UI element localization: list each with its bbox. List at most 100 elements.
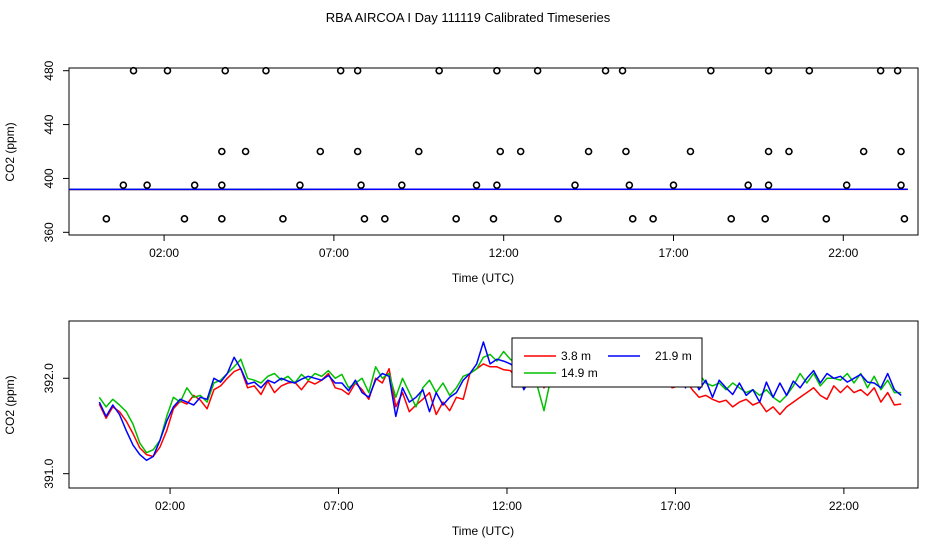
- top-scatter-point: [822, 215, 831, 223]
- top-scatter-point: [625, 181, 634, 189]
- top-scatter-point: [900, 215, 909, 223]
- bottom-x-tick-label: 22:00: [829, 499, 859, 513]
- top-scatter-point: [785, 147, 793, 156]
- bottom-x-tick-label: 12:00: [492, 499, 522, 513]
- top-scatter-point: [897, 181, 905, 189]
- top-scatter-point: [129, 66, 138, 75]
- top-scatter-point: [876, 66, 885, 75]
- bottom-y-tick-label: 391.0: [42, 458, 56, 488]
- top-scatter-point: [493, 181, 501, 189]
- bottom-x-axis: 02:00 07:00 12:00 17:00 22:00: [155, 488, 859, 513]
- top-scatter-point: [618, 66, 627, 75]
- top-x-axis-title: Time (UTC): [452, 271, 514, 285]
- chart-title: RBA AIRCOA I Day 111119 Calibrated Times…: [326, 10, 611, 25]
- top-scatter-point: [761, 215, 769, 223]
- bottom-plot-frame: [68, 320, 919, 489]
- top-scatter-point: [472, 181, 481, 189]
- bottom-y-axis-title: CO2 (ppm): [3, 375, 17, 434]
- bottom-y-axis: 391.0 392.0: [42, 363, 69, 489]
- top-x-tick-label: 12:00: [489, 246, 519, 260]
- top-scatter-point: [353, 66, 362, 75]
- top-plot-frame: [68, 67, 919, 236]
- top-scatter-point: [143, 181, 151, 189]
- series-line-21-9-m: [98, 341, 902, 462]
- top-scatter-point: [628, 215, 637, 223]
- top-scatter-point: [414, 147, 423, 156]
- top-scatter-point: [279, 215, 287, 223]
- top-scatter-point: [102, 215, 111, 223]
- legend-label-14-9m: 14.9 m: [561, 366, 598, 380]
- top-scatter-point: [262, 66, 270, 75]
- top-scatter-point: [296, 181, 304, 189]
- top-scatter-point: [764, 66, 773, 75]
- top-scatter-point: [554, 215, 562, 223]
- top-y-tick-label: 440: [42, 114, 56, 134]
- top-y-tick-label: 360: [42, 222, 56, 242]
- top-scatter-point: [218, 147, 226, 156]
- top-scatter-point: [316, 147, 325, 156]
- top-scatter-point: [516, 147, 525, 156]
- bottom-x-tick-label: 02:00: [155, 499, 185, 513]
- top-scatter-point: [842, 181, 851, 189]
- top-scatter-point: [435, 66, 443, 75]
- bottom-y-tick-label: 392.0: [42, 363, 56, 393]
- top-scatter-point: [571, 181, 579, 189]
- top-scatter-point: [190, 181, 199, 189]
- top-scatter-point: [336, 66, 345, 75]
- top-scatter-point: [398, 181, 406, 189]
- top-scatter-point: [163, 66, 172, 75]
- top-scatter-point: [686, 147, 695, 156]
- top-scatter-point: [360, 215, 369, 223]
- top-scatter-point: [622, 147, 630, 156]
- top-x-tick-label: 02:00: [149, 246, 179, 260]
- top-scatter-point: [489, 215, 498, 223]
- top-scatter-point: [218, 181, 226, 189]
- legend-box: [511, 337, 703, 388]
- top-x-tick-label: 17:00: [658, 246, 688, 260]
- top-scatter-point: [859, 147, 868, 156]
- top-x-axis: 02:00 07:00 12:00 17:00 22:00: [149, 235, 859, 260]
- top-scatter-point: [584, 147, 593, 156]
- top-scatter-point: [533, 66, 542, 75]
- series-line-3-8-m: [98, 360, 902, 458]
- top-scatter-points: [102, 66, 909, 223]
- bottom-series-lines: [98, 341, 902, 462]
- top-y-axis: 360 400 440 480: [42, 60, 69, 242]
- top-scatter-point: [241, 147, 250, 156]
- top-scatter-point: [649, 215, 657, 223]
- bottom-x-tick-label: 17:00: [660, 499, 690, 513]
- top-scatter-point: [221, 66, 230, 75]
- top-scatter-point: [893, 66, 902, 75]
- legend-label-3-8m: 3.8 m: [561, 349, 591, 363]
- top-scatter-point: [452, 215, 460, 223]
- top-y-tick-label: 400: [42, 168, 56, 188]
- top-scatter-point: [496, 147, 505, 156]
- bottom-x-axis-title: Time (UTC): [452, 524, 514, 538]
- bottom-panel-lines: 02:00 07:00 12:00 17:00 22:00 391.0 392.0 3.8…: [3, 320, 919, 538]
- top-scatter-point: [119, 181, 128, 189]
- top-scatter-point: [353, 147, 362, 156]
- bottom-x-tick-label: 07:00: [324, 499, 354, 513]
- top-scatter-point: [744, 181, 753, 189]
- legend: 3.8 m 21.9 m 14.9 m: [511, 337, 703, 388]
- top-scatter-point: [764, 181, 773, 189]
- top-scatter-point: [381, 215, 389, 223]
- series-line-14-9-m: [98, 350, 902, 454]
- top-x-tick-label: 07:00: [319, 246, 349, 260]
- top-y-axis-title: CO2 (ppm): [3, 122, 17, 181]
- top-scatter-point: [218, 215, 226, 223]
- top-scatter-point: [727, 215, 736, 223]
- top-scatter-point: [493, 66, 501, 75]
- top-scatter-point: [897, 147, 905, 156]
- top-scatter-point: [669, 181, 678, 189]
- top-scatter-point: [764, 147, 773, 156]
- top-scatter-point: [707, 66, 715, 75]
- top-scatter-point: [180, 215, 189, 223]
- top-scatter-point: [805, 66, 814, 75]
- top-scatter-point: [601, 66, 610, 75]
- top-panel-scatter: 02:00 07:00 12:00 17:00 22:00 360 400 440 480 T…: [3, 60, 919, 285]
- top-x-tick-label: 22:00: [828, 246, 858, 260]
- top-y-tick-label: 480: [42, 60, 56, 80]
- legend-label-21-9m: 21.9 m: [655, 349, 692, 363]
